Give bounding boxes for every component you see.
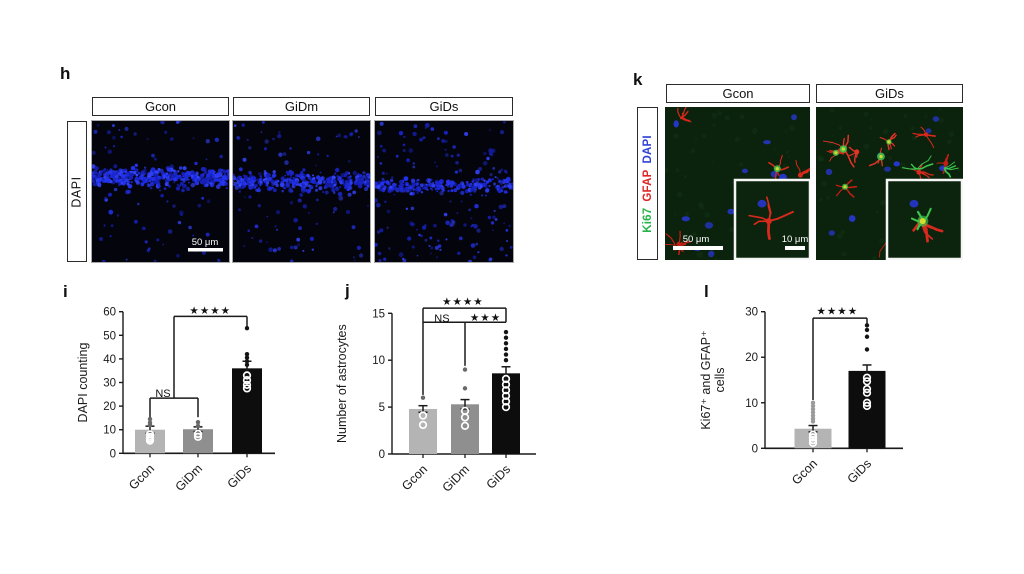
- panel-h-row-label: DAPI: [70, 175, 84, 208]
- panel-l-label: l: [704, 282, 709, 301]
- svg-text:20: 20: [103, 401, 116, 413]
- dapi-micrograph-gidm: [232, 120, 371, 263]
- svg-text:40: 40: [103, 354, 116, 366]
- significance-stars: ★★★★: [189, 305, 231, 317]
- svg-text:30: 30: [103, 378, 116, 390]
- y-axis-title: Number of astrocytes: [335, 324, 349, 443]
- y-axis-title: Ki67⁺ and GFAP⁺ cells: [699, 330, 727, 429]
- chart-ki67-gfap-cells: 0 10 20 30 Gcon GiDs ★★★★ Ki67⁺ and GFAP⁺ cells: [699, 306, 903, 488]
- data-points: [808, 323, 872, 447]
- significance-brackets: ★★★★: [812, 306, 868, 401]
- panel-i-label: i: [63, 282, 68, 301]
- x-label-GiDs: GiDs: [845, 457, 875, 487]
- svg-text:DAPI counting: DAPI counting: [76, 343, 90, 423]
- panel-k-stain-label-box: Ki67 GFAP DAPI: [637, 107, 658, 260]
- dapi-image: [92, 121, 229, 262]
- bar-GiDs: [492, 373, 520, 454]
- significance-stars: ★★★★: [816, 306, 858, 318]
- significance-brackets: NS ★★★★★★★: [422, 296, 507, 395]
- svg-text:Number of astrocytes: Number of astrocytes: [335, 324, 349, 443]
- scale-bar: 50 μm: [673, 234, 723, 250]
- x-label-Gcon: Gcon: [789, 456, 820, 487]
- x-label-Gcon: Gcon: [126, 461, 157, 492]
- inset-zoom: [733, 178, 810, 260]
- x-label-GiDm: GiDm: [440, 462, 472, 494]
- svg-text:0: 0: [379, 449, 385, 461]
- dapi-micrograph-gcon: 50 μm: [91, 120, 230, 263]
- svg-text:10: 10: [103, 425, 116, 437]
- y-axis-title: DAPI counting: [76, 343, 90, 423]
- dapi-image: [233, 121, 370, 262]
- x-label-GiDm: GiDm: [173, 462, 205, 494]
- panel-k-label: k: [633, 70, 643, 89]
- panel-h-row-label-box: DAPI: [67, 121, 87, 262]
- svg-text:50 μm: 50 μm: [683, 234, 710, 245]
- bar-GiDs: [232, 368, 262, 454]
- data-points: [418, 329, 511, 431]
- panel-k-stain-labels: Ki67 GFAP DAPI: [642, 132, 654, 236]
- svg-text:20: 20: [745, 352, 758, 364]
- chart-dapi-counting: 0 10 20 30 40 50 60 Gcon GiDm GiDs NS ★★★★ DAPI coun…: [76, 305, 275, 494]
- inset-zoom: [885, 178, 963, 260]
- dapi-micrograph-gids: [374, 120, 514, 263]
- significance-stars: ★★★★: [442, 296, 484, 308]
- bar-Gcon: [409, 408, 437, 454]
- significance-brackets: NS ★★★★: [149, 305, 248, 418]
- dapi-image: [375, 121, 513, 262]
- x-label-GiDs: GiDs: [484, 462, 514, 492]
- axes: 0 10 20 30: [745, 307, 903, 455]
- data-points: [145, 326, 252, 445]
- x-label-GiDs: GiDs: [225, 462, 255, 492]
- svg-text:60: 60: [103, 307, 116, 319]
- stain-label-gfap: GFAP: [641, 169, 654, 202]
- panel-k-col-gids: GiDs: [816, 84, 963, 103]
- svg-text:10: 10: [372, 355, 385, 367]
- significance-stars: ★★★: [470, 312, 501, 324]
- svg-text:30: 30: [745, 307, 758, 319]
- svg-text:50 μm: 50 μm: [192, 237, 219, 248]
- svg-text:5: 5: [379, 402, 385, 414]
- svg-text:Ki67⁺ and GFAP⁺: Ki67⁺ and GFAP⁺: [699, 330, 713, 429]
- panel-h-col-gidm: GiDm: [233, 97, 370, 116]
- ns-label: NS: [155, 388, 170, 400]
- svg-text:15: 15: [372, 308, 385, 320]
- svg-text:cells: cells: [713, 367, 727, 392]
- panel-h-label: h: [60, 64, 71, 83]
- svg-text:50: 50: [103, 330, 116, 342]
- svg-text:0: 0: [752, 443, 758, 455]
- svg-text:10 μm: 10 μm: [782, 234, 809, 245]
- bars: Gcon GiDm GiDs: [126, 360, 262, 494]
- ns-label: NS: [434, 313, 449, 325]
- gfap-micrograph-gcon: 50 μm 10 μm: [665, 107, 810, 260]
- bars: Gcon GiDm GiDs: [399, 366, 520, 495]
- svg-text:0: 0: [110, 448, 116, 460]
- panel-k-col-gcon: Gcon: [666, 84, 810, 103]
- panel-h-col-gcon: Gcon: [92, 97, 229, 116]
- scale-bar: 10 μm: [782, 234, 809, 250]
- panel-h-col-gids: GiDs: [375, 97, 513, 116]
- svg-text:10: 10: [745, 398, 758, 410]
- gfap-micrograph-gids: [816, 107, 963, 260]
- scale-bar: 50 μm: [188, 237, 223, 252]
- stain-label-ki67: Ki67: [641, 207, 654, 233]
- x-label-Gcon: Gcon: [399, 462, 430, 493]
- bars: Gcon GiDs: [789, 364, 886, 488]
- stain-label-dapi: DAPI: [641, 134, 654, 164]
- panel-j-label: j: [345, 281, 350, 300]
